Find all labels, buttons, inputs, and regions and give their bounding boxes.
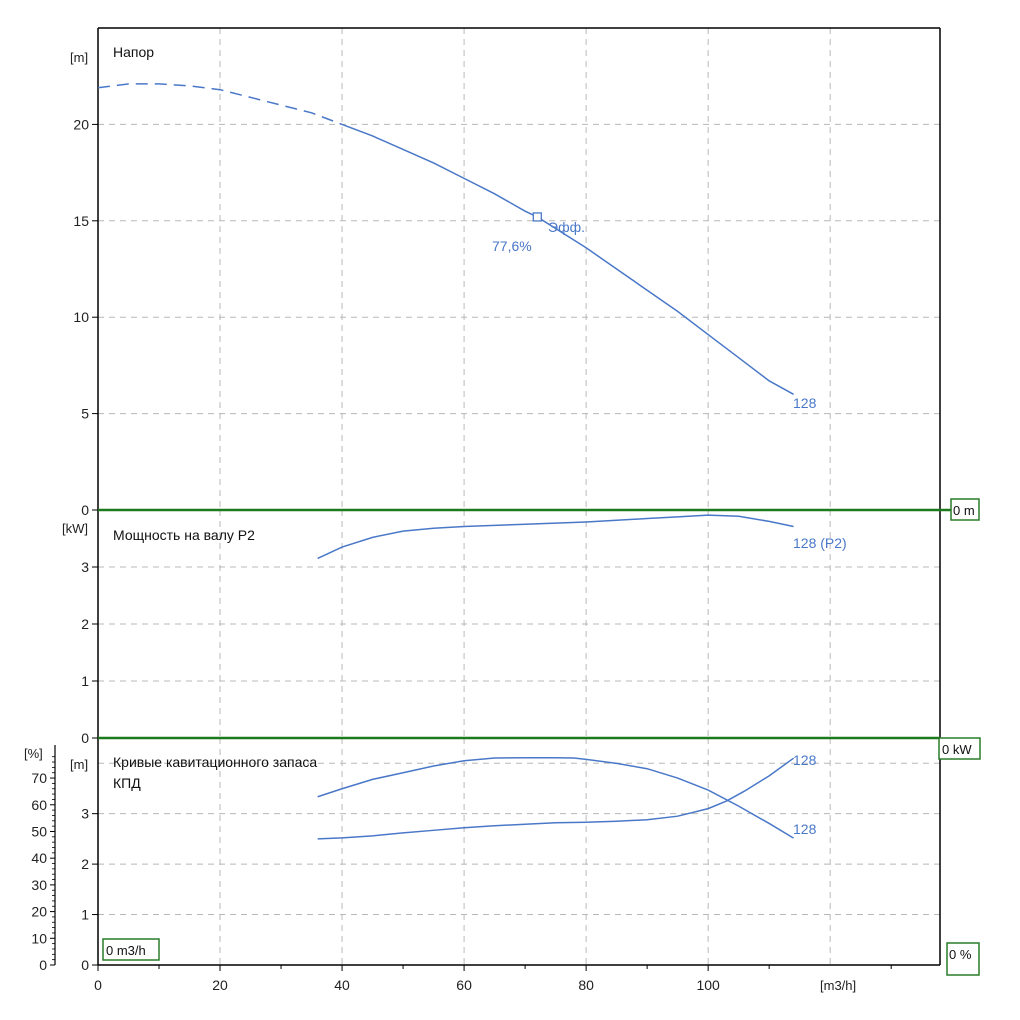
- y-tick-label: 10: [73, 309, 89, 325]
- x-tick-label: 0: [94, 977, 102, 993]
- frame-layer: [97, 27, 952, 966]
- efficiency-panel-subtitle: КПД: [113, 775, 141, 791]
- x-tick-label: 80: [578, 977, 594, 993]
- power-y-unit: [kW]: [62, 521, 88, 536]
- efficiency-tick-label: 30: [31, 877, 47, 893]
- y-tick-label: 3: [81, 806, 89, 822]
- efficiency-y-unit: [%]: [24, 746, 43, 761]
- y-tick-label: 1: [81, 907, 89, 923]
- power-curve: [317, 514, 794, 560]
- axis-layer: 0 20 40 60 80 1000510152001230123010203040506…: [31, 116, 892, 993]
- y-tick-label: 2: [81, 856, 89, 872]
- head-readout-box: 0 m: [950, 498, 980, 521]
- power-readout-text: 0 kW: [942, 742, 972, 757]
- x-tick-label: 60: [456, 977, 472, 993]
- grid-layer: [98, 28, 940, 965]
- x-tick-label: 100: [696, 977, 720, 993]
- head-curve: [341, 123, 794, 395]
- efficiency-curve-label: 128: [793, 821, 817, 837]
- x-tick-label: 40: [334, 977, 350, 993]
- head-curve-label: 128: [793, 395, 817, 411]
- efficiency-readout-text: 0 %: [949, 947, 972, 962]
- y-tick-label: 0: [81, 730, 89, 746]
- y-tick-label: 0: [81, 957, 89, 973]
- head-curve-dashed: [97, 83, 343, 126]
- power-readout-box: 0 kW: [938, 737, 981, 760]
- x-tick-label: 20: [212, 977, 228, 993]
- bep-efficiency-label: 77,6%: [492, 238, 532, 254]
- y-tick-label: 2: [81, 616, 89, 632]
- y-tick-label: 5: [81, 406, 89, 422]
- efficiency-tick-label: 50: [31, 823, 47, 839]
- efficiency-readout-box: 0 %: [946, 942, 980, 976]
- npsh-curve-label: 128: [793, 752, 817, 768]
- y-tick-label: 20: [73, 116, 89, 132]
- y-tick-label: 15: [73, 213, 89, 229]
- power-curve-label: 128 (P2): [793, 535, 847, 551]
- power-panel-title: Мощность на валу P2: [113, 527, 255, 543]
- efficiency-curve: [317, 757, 794, 839]
- y-tick-label: 1: [81, 673, 89, 689]
- bep-marker: [532, 212, 542, 222]
- curve-layer: [97, 83, 795, 840]
- head-panel-title: Напор: [113, 44, 154, 60]
- x-axis-unit: [m3/h]: [820, 978, 856, 993]
- flow-readout-text: 0 m3/h: [106, 943, 146, 958]
- y-tick-label: 0: [81, 502, 89, 518]
- npsh-y-unit: [m]: [70, 757, 88, 772]
- efficiency-tick-label: 40: [31, 850, 47, 866]
- head-readout-text: 0 m: [953, 503, 975, 518]
- efficiency-tick-label: 70: [31, 770, 47, 786]
- efficiency-tick-label: 0: [39, 957, 47, 973]
- efficiency-tick-label: 10: [31, 930, 47, 946]
- npsh-panel-title: Кривые кавитационного запаса: [113, 754, 317, 770]
- efficiency-tick-label: 20: [31, 904, 47, 920]
- npsh-curve: [317, 757, 795, 840]
- head-y-unit: [m]: [70, 50, 88, 65]
- efficiency-tick-label: 60: [31, 797, 47, 813]
- bep-label: Эфф.: [548, 219, 585, 235]
- flow-readout-box: 0 m3/h: [102, 938, 160, 961]
- y-tick-label: 3: [81, 559, 89, 575]
